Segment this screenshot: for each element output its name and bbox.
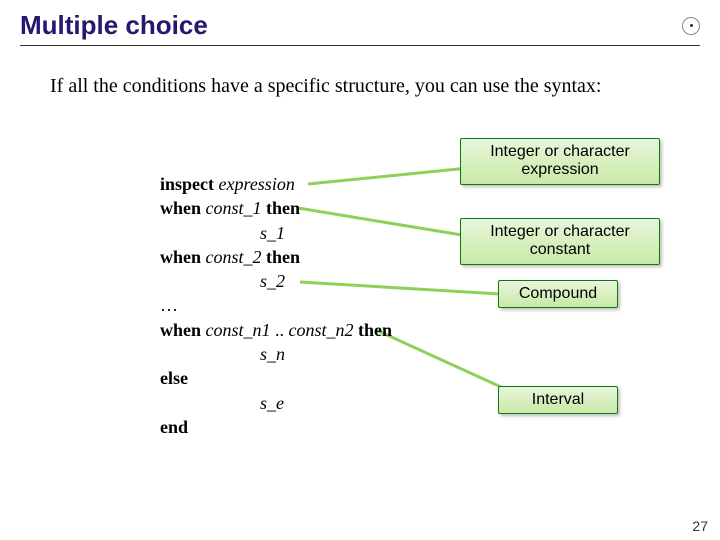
callout-expression: Integer or character expression (460, 138, 660, 185)
keyword-when: when (160, 320, 201, 340)
expr-expression: expression (219, 174, 295, 194)
dotdot: .. (275, 320, 284, 340)
callout-compound: Compound (498, 280, 618, 308)
code-line: s_e (160, 391, 392, 415)
callout-constant: Integer or character constant (460, 218, 660, 265)
keyword-else: else (160, 368, 188, 388)
keyword-when: when (160, 247, 201, 267)
keyword-then: then (266, 198, 300, 218)
keyword-end: end (160, 417, 188, 437)
callout-interval: Interval (498, 386, 618, 414)
page-number: 27 (692, 518, 708, 534)
code-line: s_n (160, 342, 392, 366)
code-line: s_2 (160, 269, 392, 293)
code-line: inspect expression (160, 172, 392, 196)
ellipsis: … (160, 295, 178, 315)
code-line: when const_1 then (160, 196, 392, 220)
code-line: else (160, 366, 392, 390)
code-line: s_1 (160, 221, 392, 245)
code-line: when const_2 then (160, 245, 392, 269)
slide: Multiple choice If all the conditions ha… (0, 0, 720, 540)
keyword-when: when (160, 198, 201, 218)
keyword-then: then (266, 247, 300, 267)
expr-const2: const_2 (206, 247, 262, 267)
keyword-inspect: inspect (160, 174, 214, 194)
code-line: … (160, 293, 392, 317)
expr-sn: s_n (260, 344, 285, 364)
expr-se: s_e (260, 393, 284, 413)
code-block: inspect expression when const_1 then s_1… (160, 172, 392, 439)
code-line: end (160, 415, 392, 439)
keyword-then: then (358, 320, 392, 340)
expr-constn2: const_n2 (289, 320, 354, 340)
code-line: when const_n1 .. const_n2 then (160, 318, 392, 342)
expr-constn1: const_n1 (206, 320, 271, 340)
expr-s2: s_2 (260, 271, 285, 291)
expr-s1: s_1 (260, 223, 285, 243)
expr-const1: const_1 (206, 198, 262, 218)
